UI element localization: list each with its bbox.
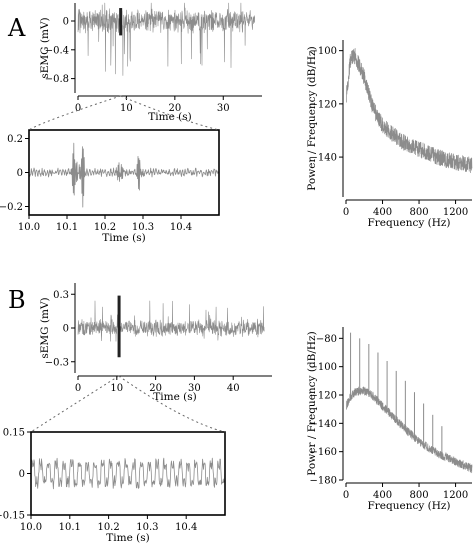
A-raw-y-label: sEMG (mV): [39, 17, 51, 78]
A-zoom-x-label: Time (s): [102, 232, 145, 244]
A-raw-ytick-label: −0.8: [45, 74, 69, 85]
A-psd-series-line: [346, 48, 473, 174]
A-zoom-xtick-label: 10.3: [132, 222, 154, 233]
A-zoom-frame: [28, 129, 220, 216]
A-zoom-axes: 10.0 10.1 10.2 10.3 10.4 0.2 0 −0.2 Time (s): [0, 129, 220, 244]
B-psd-ytick-label: −100: [310, 362, 337, 373]
B-zoom-x-label: Time (s): [106, 532, 149, 544]
B-raw-series-line: [77, 300, 265, 342]
A-psd-y-label: Power / Frequency (dB/Hz): [306, 46, 318, 190]
A-zoom-xtick-label: 10.1: [56, 222, 78, 233]
A-psd-xtick-label: 400: [373, 207, 392, 218]
B-zoom-xtick-label: 10.3: [136, 522, 158, 533]
B-psd-xtick-label: 1200: [443, 490, 468, 501]
A-zoom-xtick-label: 10.2: [94, 222, 116, 233]
A-raw-ytick-label: 0: [63, 17, 69, 28]
panel-label-a: A: [7, 14, 26, 42]
B-zoom-xtick-label: 10.1: [59, 522, 81, 533]
B-zoom-connector-left: [30, 375, 120, 433]
A-raw-xtick-label: 0: [75, 103, 81, 114]
A-zoom-ytick-label: 0: [17, 168, 23, 179]
B-psd-ytick-label: −120: [310, 391, 337, 402]
B-raw-ytick-label: 0: [63, 324, 69, 335]
B-psd-axes: 0 400 800 1200 −80 −100 −120 −140 −160 −180 Freque…: [306, 327, 472, 512]
B-raw-ytick-label: −0.3: [45, 357, 69, 368]
A-zoom-xtick-label: 10.0: [18, 222, 40, 233]
B-zoom-xtick-label: 10.0: [20, 522, 42, 533]
A-psd-xtick-label: 0: [343, 207, 349, 218]
A-psd-xtick-label: 1200: [443, 207, 468, 218]
A-raw-xtick-label: 20: [168, 103, 181, 114]
B-raw-xtick-label: 0: [75, 383, 81, 394]
A-psd-ytick-label: −140: [310, 153, 337, 164]
B-zoom-ytick-label: −0.15: [0, 511, 25, 522]
A-zoom-connector-left: [28, 95, 121, 131]
A-raw-xtick-label: 10: [120, 103, 133, 114]
A-zoom-ytick-label: −0.2: [0, 202, 23, 213]
B-zoom-axes: 10.0 10.1 10.2 10.3 10.4 0.15 0 −0.15 Time (s): [0, 428, 226, 544]
B-zoom-xtick-label: 10.4: [175, 522, 197, 533]
B-psd-y-label: Power / Frequency (dB/Hz): [306, 331, 318, 475]
B-raw-xtick-label: 40: [227, 383, 240, 394]
B-raw-x-label: Time (s): [153, 391, 196, 403]
A-psd-ytick-label: −100: [310, 46, 337, 57]
B-zoom-xtick-label: 10.2: [97, 522, 119, 533]
A-psd-axes: 0 400 800 1200 −100 −120 −140 Frequency (Hz) Pow…: [306, 40, 472, 229]
A-raw-series-line: [77, 2, 255, 76]
B-psd-xtick-label: 0: [343, 490, 349, 501]
A-psd-ytick-label: −120: [310, 99, 337, 110]
B-psd-xtick-label: 800: [409, 490, 428, 501]
B-raw-y-label: sEMG (mV): [39, 297, 51, 358]
B-psd-xtick-label: 400: [373, 490, 392, 501]
B-psd-ytick-label: −140: [310, 419, 337, 430]
B-raw-xtick-label: 30: [188, 383, 201, 394]
B-psd-ytick-label: −160: [310, 447, 337, 458]
B-zoom-ytick-label: 0.15: [3, 428, 25, 439]
B-raw-ytick-label: 0.3: [53, 290, 69, 301]
A-zoom-xtick-label: 10.4: [170, 222, 192, 233]
B-raw-xtick-label: 10: [110, 383, 123, 394]
A-psd-xtick-label: 800: [409, 207, 428, 218]
A-psd-x-label: Frequency (Hz): [367, 217, 450, 229]
B-zoom-series-line: [30, 457, 226, 490]
B-psd-series-line: [346, 386, 473, 474]
B-psd-ytick-label: −180: [310, 476, 337, 487]
B-zoom-connector-right: [118, 375, 226, 433]
panel-label-b: B: [8, 286, 26, 314]
B-psd-ytick-label: −80: [316, 334, 337, 345]
A-raw-highlight-window: [119, 8, 123, 36]
B-psd-x-label: Frequency (Hz): [367, 500, 450, 512]
A-raw-x-label: Time (s): [148, 111, 191, 123]
B-zoom-ytick-label: 0: [19, 469, 25, 480]
A-zoom-series-line: [28, 142, 220, 208]
A-raw-xtick-label: 30: [217, 103, 230, 114]
B-raw-highlight-window: [117, 295, 121, 358]
A-raw-ytick-label: −0.4: [45, 45, 69, 56]
A-raw-axes: 0 10 20 30 0 −0.4 −0.8 Time (s) sEMG (mV): [39, 3, 262, 123]
B-raw-axes: 0 10 20 30 40 0.3 0 −0.3 Time (s) sEMG (mV): [39, 283, 272, 403]
A-zoom-ytick-label: 0.2: [7, 134, 23, 145]
B-raw-xtick-label: 20: [149, 383, 162, 394]
